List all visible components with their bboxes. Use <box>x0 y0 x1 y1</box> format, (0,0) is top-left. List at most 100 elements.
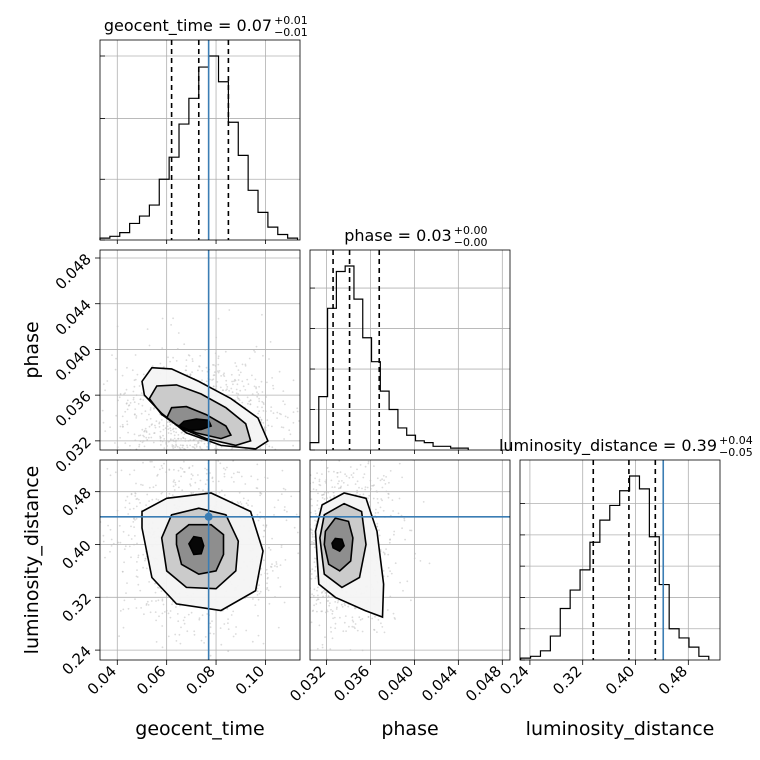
sample-point <box>315 599 318 602</box>
sample-point <box>234 362 237 364</box>
sample-point <box>330 479 333 482</box>
sample-point <box>275 452 277 454</box>
sample-point <box>140 392 143 394</box>
sample-point <box>191 371 194 373</box>
sample-point <box>161 625 164 627</box>
sample-point <box>273 514 275 516</box>
sample-point <box>277 577 280 579</box>
sample-point <box>297 568 299 570</box>
sample-point <box>177 434 180 436</box>
sample-point <box>150 457 152 459</box>
sample-point <box>305 559 307 561</box>
sample-point <box>171 456 173 458</box>
sample-point <box>83 383 85 385</box>
sample-point <box>306 549 308 551</box>
sample-point <box>262 354 264 357</box>
sample-point <box>172 428 174 431</box>
sample-point <box>219 627 222 629</box>
sample-point <box>175 640 178 642</box>
sample-point <box>335 419 337 421</box>
sample-point <box>161 599 164 602</box>
sample-point <box>321 646 324 649</box>
sample-point <box>102 421 105 424</box>
sample-point <box>177 437 180 440</box>
sample-point <box>336 476 339 478</box>
sample-point <box>161 347 164 349</box>
sample-point <box>383 479 385 482</box>
sample-point <box>239 371 242 374</box>
sample-point <box>126 399 129 402</box>
sample-point <box>202 466 204 468</box>
sample-point <box>183 460 185 463</box>
sample-point <box>202 484 204 486</box>
sample-point <box>334 622 337 625</box>
sample-point <box>185 365 188 367</box>
sample-point <box>356 480 359 483</box>
histogram-frame-phase <box>309 249 511 451</box>
sample-point <box>195 453 197 455</box>
sample-point <box>179 444 182 446</box>
sample-point <box>126 495 129 498</box>
sample-point <box>257 393 260 395</box>
sample-point <box>124 442 127 444</box>
sample-point <box>392 510 394 512</box>
sample-point <box>286 510 288 513</box>
sample-point <box>278 529 280 531</box>
sample-point <box>282 508 284 510</box>
sample-point <box>123 599 126 602</box>
sample-point <box>223 472 226 475</box>
sample-point <box>186 446 189 449</box>
sample-point <box>294 509 296 511</box>
sample-point <box>394 562 397 565</box>
sample-point <box>301 440 303 442</box>
sample-point <box>331 610 334 613</box>
sample-point <box>159 430 162 433</box>
sample-point <box>195 451 197 453</box>
sample-point <box>226 463 228 465</box>
sample-point <box>218 491 221 494</box>
contour-line <box>160 507 240 590</box>
sample-point <box>133 543 135 546</box>
sample-point <box>283 601 286 604</box>
truth-marker <box>204 512 213 521</box>
sample-point <box>302 466 304 468</box>
sample-point <box>248 357 251 360</box>
sample-point <box>237 502 240 505</box>
sample-point <box>258 385 260 388</box>
sample-point <box>316 392 318 394</box>
sample-point <box>228 309 231 311</box>
sample-point <box>199 354 202 357</box>
joint-frame-geocent_time-luminosity_distance <box>99 459 301 661</box>
sample-point <box>294 567 296 569</box>
sample-point <box>292 506 294 508</box>
sample-point <box>241 464 243 466</box>
sample-point <box>296 410 299 413</box>
sample-point <box>172 466 174 468</box>
sample-point <box>193 633 196 636</box>
sample-point <box>161 646 164 649</box>
sample-point <box>138 445 141 448</box>
sample-point <box>303 590 305 592</box>
sample-point <box>118 524 121 527</box>
sample-point <box>329 496 332 499</box>
sample-point <box>303 600 305 602</box>
sample-point <box>310 621 313 624</box>
sample-point <box>262 472 264 474</box>
sample-point <box>356 629 359 632</box>
sample-point <box>204 636 207 638</box>
sample-point <box>303 585 305 587</box>
sample-point <box>313 557 316 560</box>
sample-point <box>256 513 259 516</box>
sample-point <box>116 509 119 512</box>
sample-point <box>298 479 300 481</box>
sample-point <box>182 619 185 622</box>
sample-point <box>367 497 369 500</box>
sample-point <box>358 452 360 454</box>
sample-point <box>112 482 114 484</box>
sample-point <box>130 525 132 528</box>
sample-point <box>307 534 309 536</box>
sample-point <box>387 496 390 499</box>
sample-point <box>351 619 354 622</box>
sample-point <box>178 480 181 483</box>
sample-point <box>319 602 322 604</box>
